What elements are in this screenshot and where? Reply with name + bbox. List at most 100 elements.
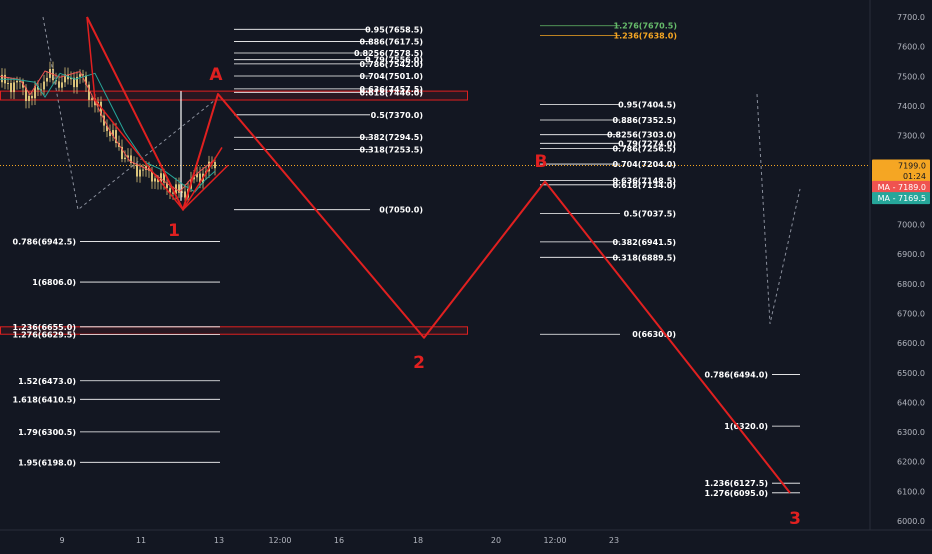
- price-tag-label: 01:24: [903, 172, 926, 181]
- wave-label-1: 1: [168, 221, 180, 241]
- x-tick-label: 12:00: [543, 536, 566, 545]
- candle: [37, 80, 39, 97]
- fib-level: 0(7050.0): [234, 206, 423, 215]
- fib-level: 0.786(7542.0): [234, 60, 423, 69]
- fib-label: 1.236(6655.0): [13, 323, 77, 332]
- fib-level: 0.79(7274.0): [540, 139, 676, 148]
- candle: [121, 139, 123, 163]
- fib-label: 0.786(7256.5): [613, 144, 677, 153]
- fib-level: 0.786(7256.5): [540, 144, 676, 153]
- dashed-projection-right: [756, 94, 801, 324]
- fib-label: 0.886(7617.5): [360, 37, 424, 46]
- wave-layer: A 1 2 B 3: [86, 16, 801, 529]
- price-tag-label: 7199.0: [898, 162, 926, 171]
- fib-level: 1(6320.0): [724, 422, 800, 431]
- candle: [181, 184, 183, 198]
- y-tick-label: 6700.0: [897, 309, 925, 318]
- fib-level: 1.276(6095.0): [705, 489, 800, 498]
- x-tick-label: 16: [334, 536, 344, 545]
- y-tick-label: 6100.0: [897, 487, 925, 496]
- candle: [154, 175, 156, 189]
- dashed-projection-left: [42, 16, 216, 211]
- y-tick-label: 7500.0: [897, 72, 925, 81]
- candle: [82, 69, 84, 83]
- candle: [13, 77, 15, 100]
- fib-level: 0.618(7446.0): [234, 88, 423, 97]
- fib-label: 0.786(6494.0): [705, 371, 769, 380]
- ma-line-red: [0, 70, 216, 193]
- fib-level: 0.95(7404.5): [540, 101, 676, 110]
- fib-label: 0.318(6889.5): [613, 253, 677, 262]
- wave-label-2: 2: [413, 353, 425, 373]
- wave-label-a: A: [209, 65, 223, 85]
- price-axis-bg: [870, 0, 932, 550]
- x-tick-label: 23: [609, 536, 619, 545]
- candle: [199, 166, 201, 189]
- x-tick-label: 18: [413, 536, 423, 545]
- candle: [112, 123, 114, 142]
- sr-zone: [0, 326, 468, 335]
- fib-level: 1.79(6300.5): [18, 428, 220, 437]
- y-tick-label: 6800.0: [897, 280, 925, 289]
- candle: [130, 148, 132, 168]
- wave-label-3: 3: [789, 509, 801, 529]
- price-tag: 7199.0: [872, 159, 930, 172]
- y-tick-label: 6200.0: [897, 458, 925, 467]
- candle: [184, 184, 186, 202]
- candle: [49, 61, 51, 83]
- wave-path: [86, 16, 791, 494]
- fib-label: 1.276(6095.0): [705, 489, 769, 498]
- y-tick-label: 7600.0: [897, 43, 925, 52]
- fib-level: 0.786(6942.5): [13, 238, 220, 247]
- price-tag-label: MA - 7189.0: [878, 183, 926, 192]
- y-tick-label: 7300.0: [897, 132, 925, 141]
- y-tick-label: 6600.0: [897, 339, 925, 348]
- candle: [34, 80, 36, 106]
- fib-level: 0.636(7148.5): [540, 177, 676, 186]
- fib-label: 0.618(7446.0): [360, 88, 424, 97]
- fib-label: 1.95(6198.0): [18, 458, 76, 467]
- fib-level: 1.276(6629.5): [13, 330, 220, 339]
- y-tick-label: 6300.0: [897, 428, 925, 437]
- candle: [160, 169, 162, 190]
- candle: [1, 68, 3, 88]
- candle: [88, 81, 90, 108]
- x-tick-label: 9: [59, 536, 64, 545]
- fib-level: 0.786(6494.0): [705, 371, 800, 380]
- fib-label: 0.5(7037.5): [624, 209, 676, 218]
- fib-level: 0.382(7294.5): [234, 133, 423, 142]
- candle: [55, 72, 57, 85]
- fib-label: 0.79(7274.0): [618, 139, 676, 148]
- fib-label: 0.636(7457.5): [360, 85, 424, 94]
- fib-label: 0.95(7404.5): [618, 101, 676, 110]
- fib-label: 1.276(6629.5): [13, 330, 77, 339]
- y-tick-label: 6000.0: [897, 517, 925, 526]
- fib-level: 1.236(6655.0): [13, 323, 220, 332]
- x-tick-label: 20: [491, 536, 501, 545]
- x-tick-label: 12:00: [268, 536, 291, 545]
- candle: [124, 150, 126, 163]
- fib-label: 0(7050.0): [379, 206, 423, 215]
- fib-label: 0.8256(7303.0): [607, 131, 676, 140]
- fib-label: 0.8256(7578.5): [354, 49, 423, 58]
- fib-label: 1.236(7638.0): [614, 31, 678, 40]
- fib-level: 1.52(6473.0): [18, 377, 220, 386]
- y-tick-label: 7700.0: [897, 13, 925, 22]
- fib-level: 1.618(6410.5): [13, 395, 220, 404]
- price-tag: MA - 7169.5: [872, 192, 930, 205]
- candle: [61, 75, 63, 92]
- fib-level: 0.618(7134.0): [540, 181, 676, 190]
- fib-label: 0.618(7134.0): [613, 181, 677, 190]
- fib-label: 1.276(7670.5): [614, 22, 678, 31]
- candle: [109, 124, 111, 142]
- fib-label: 0.318(7253.5): [360, 145, 424, 154]
- candle: [91, 94, 93, 108]
- candle: [178, 177, 180, 198]
- fib-label: 1.618(6410.5): [13, 395, 77, 404]
- fib-level: 1.276(7670.5): [540, 22, 677, 31]
- candles-layer: [0, 61, 216, 202]
- sr-zone: [0, 90, 468, 101]
